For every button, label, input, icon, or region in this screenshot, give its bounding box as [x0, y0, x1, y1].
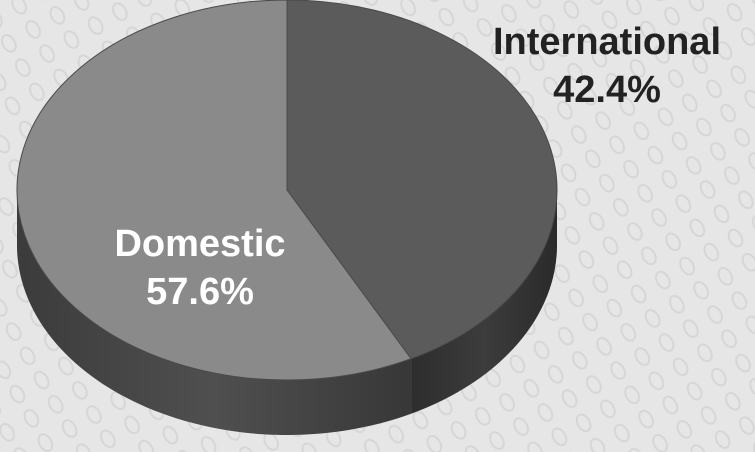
pie-side-group: [17, 190, 557, 435]
slice-label-international-name: International: [492, 21, 722, 63]
slice-label-domestic-name: Domestic: [114, 223, 286, 265]
pie-side-shade-domestic: [17, 190, 412, 435]
pie-top-group: [16, 0, 558, 381]
pie-slice-international: [286, 0, 558, 360]
pie-slice-domestic: [16, 0, 412, 381]
slice-label-international: International 42.4%: [472, 18, 742, 114]
slice-label-domestic-value: 57.6%: [146, 271, 254, 313]
slice-label-domestic: Domestic 57.6%: [60, 220, 340, 316]
slice-label-international-value: 42.4%: [553, 69, 661, 111]
pie-side-shade-international: [411, 190, 557, 414]
